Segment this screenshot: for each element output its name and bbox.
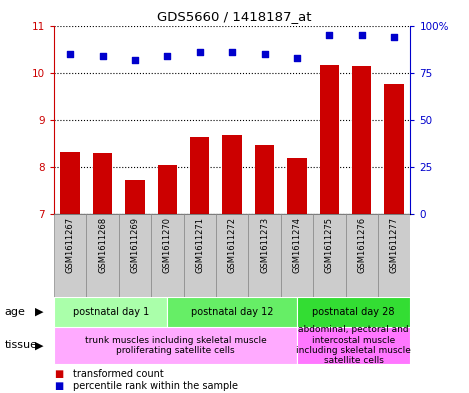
Text: ▶: ▶ <box>35 340 43 350</box>
Text: GSM1611273: GSM1611273 <box>260 217 269 273</box>
Bar <box>281 214 313 297</box>
Point <box>228 49 236 55</box>
Bar <box>216 214 249 297</box>
Bar <box>352 66 371 214</box>
Bar <box>297 327 410 364</box>
Text: postnatal day 12: postnatal day 12 <box>191 307 273 317</box>
Text: ▶: ▶ <box>35 307 43 317</box>
Text: GSM1611270: GSM1611270 <box>163 217 172 273</box>
Bar <box>167 297 297 327</box>
Text: postnatal day 28: postnatal day 28 <box>312 307 395 317</box>
Text: GSM1611272: GSM1611272 <box>227 217 237 273</box>
Text: abdominal, pectoral and
intercostal muscle
including skeletal muscle
satellite c: abdominal, pectoral and intercostal musc… <box>296 325 411 365</box>
Bar <box>385 84 404 214</box>
Text: GSM1611268: GSM1611268 <box>98 217 107 273</box>
Point <box>164 53 171 59</box>
Bar <box>287 158 307 214</box>
Text: percentile rank within the sample: percentile rank within the sample <box>73 381 238 391</box>
Bar <box>125 180 144 214</box>
Bar <box>249 214 281 297</box>
Bar <box>297 297 410 327</box>
Text: GSM1611271: GSM1611271 <box>195 217 204 273</box>
Bar <box>54 327 297 364</box>
Point <box>99 53 106 59</box>
Bar <box>346 214 378 297</box>
Point <box>261 51 268 57</box>
Bar <box>61 152 80 214</box>
Text: GSM1611267: GSM1611267 <box>66 217 75 273</box>
Point <box>67 51 74 57</box>
Point <box>325 32 333 38</box>
Bar <box>313 214 346 297</box>
Text: tissue: tissue <box>5 340 38 350</box>
Bar <box>54 214 86 297</box>
Text: GSM1611276: GSM1611276 <box>357 217 366 273</box>
Bar <box>255 145 274 214</box>
Text: GSM1611277: GSM1611277 <box>390 217 399 273</box>
Text: GSM1611269: GSM1611269 <box>130 217 139 273</box>
Bar <box>119 214 151 297</box>
Text: age: age <box>5 307 26 317</box>
Bar <box>54 297 167 327</box>
Bar <box>93 153 112 214</box>
Text: transformed count: transformed count <box>73 369 163 378</box>
Text: GDS5660 / 1418187_at: GDS5660 / 1418187_at <box>157 10 312 23</box>
Bar <box>183 214 216 297</box>
Bar <box>86 214 119 297</box>
Point <box>293 55 301 61</box>
Bar <box>378 214 410 297</box>
Bar <box>222 135 242 214</box>
Point <box>196 49 204 55</box>
Point <box>390 34 398 40</box>
Text: trunk muscles including skeletal muscle
proliferating satellite cells: trunk muscles including skeletal muscle … <box>84 336 266 355</box>
Text: ■: ■ <box>54 381 63 391</box>
Bar <box>190 137 210 214</box>
Text: GSM1611274: GSM1611274 <box>293 217 302 273</box>
Bar <box>158 165 177 214</box>
Text: ■: ■ <box>54 369 63 378</box>
Point <box>131 56 139 62</box>
Text: postnatal day 1: postnatal day 1 <box>73 307 149 317</box>
Bar <box>151 214 183 297</box>
Text: GSM1611275: GSM1611275 <box>325 217 334 273</box>
Bar <box>320 65 339 214</box>
Point <box>358 32 365 38</box>
